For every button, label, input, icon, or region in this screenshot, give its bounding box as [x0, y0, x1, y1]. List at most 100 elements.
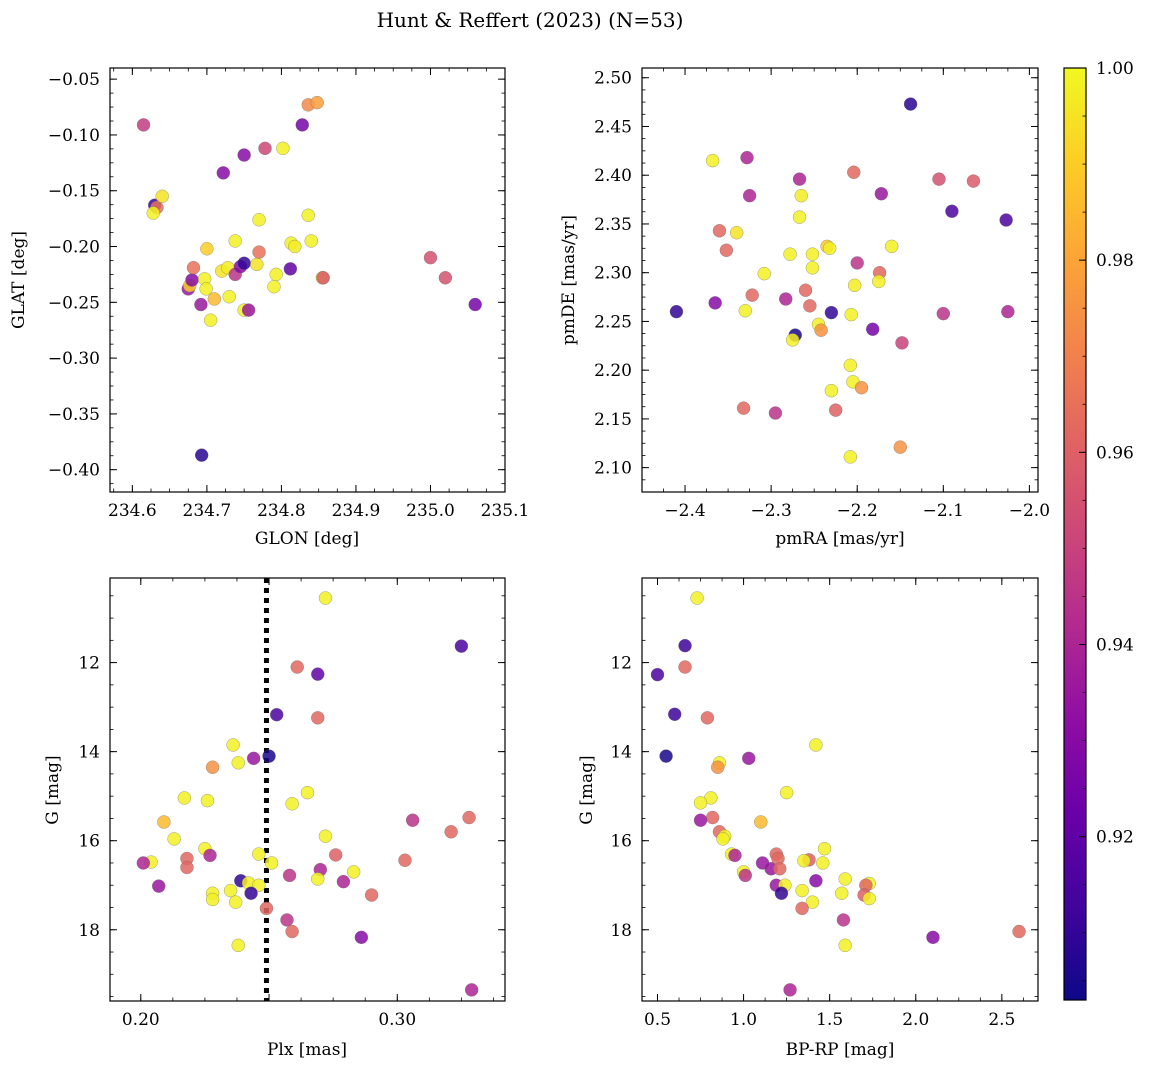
x-tick-label: 1.5: [816, 1010, 843, 1030]
data-point: [246, 751, 261, 766]
data-point: [783, 983, 797, 997]
data-point: [772, 862, 787, 876]
data-point: [151, 879, 166, 893]
glon-glat-panel: GLON [deg] GLAT [deg] 234.6 234.7 234.8 234…: [9, 67, 529, 549]
data-point: [795, 883, 809, 898]
plx-g-axis-label: G [mag]: [43, 755, 63, 824]
y-tick-label: −0.35: [48, 405, 100, 425]
x-tick-label: −2.2: [837, 501, 878, 521]
y-tick-label: −0.15: [48, 182, 100, 202]
data-point: [203, 313, 218, 327]
y-tick-label: 18: [610, 921, 632, 941]
data-point: [185, 273, 199, 287]
data-point: [738, 303, 753, 318]
data-point: [423, 250, 438, 265]
data-point: [223, 883, 238, 898]
y-tick-label: −0.20: [48, 238, 100, 258]
data-point: [862, 891, 877, 906]
glat-axis-label: GLAT [deg]: [9, 231, 29, 329]
data-point: [693, 796, 708, 810]
data-point: [650, 667, 665, 682]
data-point: [280, 913, 294, 927]
y-tick-label: 18: [78, 921, 100, 941]
data-point: [854, 380, 869, 395]
x-tick-label: 234.9: [332, 501, 381, 521]
y-tick-label: −0.40: [48, 461, 100, 481]
data-point: [285, 924, 299, 939]
data-point: [847, 165, 861, 180]
data-point: [667, 707, 682, 722]
data-point: [336, 874, 351, 889]
data-point: [136, 118, 151, 132]
data-point: [252, 847, 266, 861]
data-point: [798, 283, 813, 297]
data-point: [244, 886, 258, 900]
data-point: [728, 848, 742, 863]
data-point: [226, 738, 240, 752]
data-point: [945, 204, 959, 219]
data-point: [167, 832, 181, 846]
data-point: [354, 930, 369, 945]
data-point: [155, 189, 169, 204]
y-tick-label: −0.05: [48, 70, 100, 90]
data-point: [779, 785, 794, 800]
data-point: [346, 865, 361, 879]
data-point: [716, 832, 730, 846]
data-point: [311, 872, 325, 886]
data-point: [300, 785, 315, 800]
data-point: [304, 234, 318, 248]
data-point: [999, 213, 1013, 227]
y-tick-label: 2.35: [594, 215, 632, 235]
data-point: [1012, 924, 1026, 939]
data-point: [269, 267, 283, 282]
data-point: [936, 306, 951, 321]
cmd-g-axis-label: G [mag]: [577, 755, 597, 824]
data-point: [252, 212, 266, 227]
cmd-panel: BP-RP [mag] G [mag] 0.5 1.0 1.5 2.0 2.5 12 14 1…: [577, 577, 1039, 1060]
data-point: [741, 751, 756, 766]
data-point: [824, 383, 839, 398]
data-point: [318, 591, 333, 605]
data-point: [252, 245, 266, 259]
colorbar-tick-label: 0.98: [1096, 251, 1134, 271]
data-point: [847, 278, 862, 293]
data-point: [895, 336, 909, 350]
data-point: [200, 793, 215, 808]
data-point: [736, 401, 751, 415]
data-point: [809, 874, 823, 888]
data-point: [805, 247, 820, 261]
data-point: [301, 208, 315, 223]
data-point: [136, 856, 151, 870]
data-point: [809, 738, 823, 752]
data-point: [828, 403, 843, 417]
data-point: [285, 796, 299, 811]
data-point: [228, 234, 242, 248]
data-point: [288, 239, 302, 254]
data-point: [241, 303, 256, 317]
y-tick-label: 14: [610, 743, 632, 763]
data-point: [708, 296, 722, 310]
data-point: [966, 174, 981, 188]
data-point: [207, 292, 222, 306]
data-point: [186, 260, 201, 275]
data-point: [438, 271, 453, 285]
data-point: [462, 810, 476, 825]
axes-frame: [641, 577, 1039, 1002]
data-point: [444, 825, 458, 839]
data-point: [146, 206, 160, 220]
data-point: [267, 279, 281, 294]
figure-title: Hunt & Reffert (2023) (N=53): [377, 8, 684, 32]
data-point: [310, 95, 324, 110]
data-point: [364, 888, 379, 902]
data-point: [884, 239, 899, 254]
y-tick-label: 2.10: [594, 459, 632, 479]
y-tick-label: −0.25: [48, 293, 100, 313]
data-point: [231, 938, 245, 953]
colorbar-tick-label: 0.94: [1096, 635, 1134, 655]
data-point: [795, 901, 809, 916]
x-tick-label: −2.1: [923, 501, 964, 521]
data-point: [779, 292, 793, 306]
y-tick-label: 16: [78, 832, 100, 852]
data-point: [669, 304, 684, 319]
